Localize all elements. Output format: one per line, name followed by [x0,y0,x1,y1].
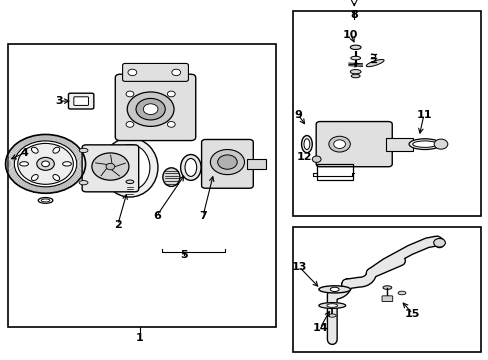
Ellipse shape [79,148,88,153]
Circle shape [433,139,447,149]
Text: 15: 15 [404,309,420,319]
Ellipse shape [110,144,150,190]
Ellipse shape [163,168,180,186]
Ellipse shape [326,304,337,307]
Circle shape [217,155,237,169]
Ellipse shape [126,180,134,184]
Circle shape [333,140,345,148]
Text: 1: 1 [136,333,143,343]
Ellipse shape [318,303,345,309]
Ellipse shape [62,162,71,166]
Ellipse shape [102,138,158,197]
Text: 6: 6 [152,211,161,221]
Ellipse shape [312,156,321,162]
FancyBboxPatch shape [201,139,253,188]
Ellipse shape [31,175,38,180]
Ellipse shape [349,45,360,49]
Ellipse shape [31,147,38,153]
Ellipse shape [412,141,436,147]
FancyBboxPatch shape [115,74,195,140]
Ellipse shape [301,135,312,153]
Bar [385,138,412,150]
Circle shape [128,69,137,76]
Circle shape [143,104,158,114]
Ellipse shape [38,198,53,203]
Ellipse shape [304,139,309,149]
Text: 13: 13 [291,262,306,272]
FancyBboxPatch shape [82,145,139,192]
Text: 10: 10 [343,30,358,40]
Ellipse shape [382,286,391,289]
Ellipse shape [330,287,338,292]
Ellipse shape [350,56,360,60]
Circle shape [92,153,129,180]
FancyBboxPatch shape [122,63,188,81]
Text: 12: 12 [296,152,311,162]
FancyBboxPatch shape [74,97,88,105]
Ellipse shape [349,69,360,74]
Ellipse shape [328,314,335,317]
Circle shape [210,149,244,175]
Circle shape [126,122,134,127]
Circle shape [126,91,134,97]
Ellipse shape [184,158,196,176]
Circle shape [136,98,165,120]
Ellipse shape [397,291,405,295]
Circle shape [14,141,77,187]
Bar [246,159,266,169]
Ellipse shape [408,139,440,149]
Text: 9: 9 [294,110,302,120]
Circle shape [18,143,73,184]
Bar [293,12,480,216]
Text: 4: 4 [20,148,28,158]
Circle shape [328,136,349,152]
Ellipse shape [20,162,28,166]
Ellipse shape [41,199,50,202]
Text: 11: 11 [415,110,431,120]
Text: 8: 8 [349,10,357,20]
Bar [316,164,352,180]
Circle shape [41,161,49,167]
Text: 5: 5 [180,250,187,260]
Circle shape [171,69,180,76]
Circle shape [433,238,445,247]
Ellipse shape [318,286,350,293]
Bar [8,44,276,327]
Text: 14: 14 [312,323,327,333]
Circle shape [37,157,54,170]
Ellipse shape [53,147,60,153]
Ellipse shape [180,154,201,180]
FancyBboxPatch shape [68,93,94,109]
FancyBboxPatch shape [381,296,392,302]
Text: 7: 7 [199,211,206,221]
Ellipse shape [366,59,383,67]
Bar [293,226,480,352]
Circle shape [167,91,175,97]
Ellipse shape [350,74,359,78]
FancyBboxPatch shape [316,122,391,167]
Circle shape [127,92,174,126]
Ellipse shape [53,175,60,180]
Circle shape [106,163,115,170]
Text: 3: 3 [55,96,63,106]
Circle shape [167,122,175,127]
Ellipse shape [79,180,88,185]
Text: 2: 2 [114,220,122,230]
